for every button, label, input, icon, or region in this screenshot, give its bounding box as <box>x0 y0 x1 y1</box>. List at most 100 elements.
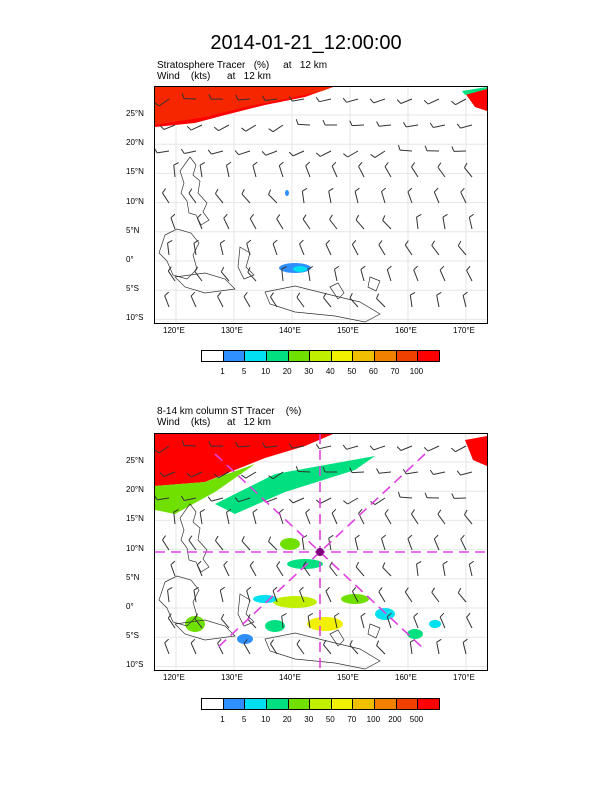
wind-barb <box>164 291 170 308</box>
colorbar-swatch <box>266 699 289 709</box>
wind-barb <box>450 98 467 106</box>
colorbar-swatch <box>375 351 397 361</box>
wind-barb <box>155 445 170 454</box>
colorbar-swatch <box>418 699 440 709</box>
colorbar-label: 50 <box>325 715 335 724</box>
wind-barb <box>376 121 392 127</box>
wind-barb <box>404 587 413 603</box>
wind-barb <box>223 213 230 230</box>
lat-tick-label: 20°N <box>126 485 144 495</box>
wind-barb <box>457 587 467 603</box>
wind-barb <box>272 586 278 603</box>
wind-barb <box>329 561 338 577</box>
wind-barb <box>288 443 305 449</box>
wind-barb <box>396 445 413 451</box>
colorbar-swatch <box>353 699 376 709</box>
wind-barb <box>466 612 473 629</box>
lat-tick-label: 5°N <box>126 572 140 582</box>
wind-barb <box>323 639 332 655</box>
wind-barb <box>360 612 366 629</box>
wind-barb <box>315 497 332 504</box>
wind-barb <box>246 239 252 256</box>
wind-barb <box>281 613 287 629</box>
colorbar-label: 50 <box>347 367 357 376</box>
wind-barb <box>355 214 365 230</box>
wind-barb <box>194 266 203 282</box>
lat-tick-label: 5°N <box>126 225 140 235</box>
tracer-field-blob <box>429 620 441 628</box>
wind-barb <box>181 440 197 447</box>
wind-barb <box>442 560 448 577</box>
wind-barb <box>382 562 392 577</box>
lat-tick-label: 0° <box>126 255 134 264</box>
wind-barb <box>460 534 467 551</box>
wind-barb <box>376 640 386 655</box>
colorbar-label: 200 <box>388 715 402 724</box>
wind-barb <box>193 239 199 256</box>
wind-barb <box>404 240 413 256</box>
panel2-subtitle-line2: Wind (kts) at 12 km <box>157 417 271 428</box>
wind-barb <box>411 509 419 525</box>
wind-barb <box>381 187 387 204</box>
wind-barb <box>241 124 257 132</box>
coastline <box>158 228 200 280</box>
wind-barb <box>208 94 224 100</box>
colorbar-label: 40 <box>325 367 335 376</box>
wind-barb <box>456 123 473 129</box>
lon-tick-label: 140°E <box>279 326 301 335</box>
wind-barb <box>468 560 475 577</box>
wind-barb <box>159 124 176 130</box>
wind-barb <box>457 240 467 256</box>
wind-barb <box>351 586 359 603</box>
colorbar-swatch <box>396 351 419 361</box>
colorbar-label: 30 <box>304 367 314 376</box>
wind-barb <box>431 240 440 256</box>
wind-barb <box>296 292 305 308</box>
wind-barb <box>342 97 359 103</box>
wind-barb <box>402 121 419 128</box>
colorbar-swatch <box>223 699 246 709</box>
wind-barb <box>351 239 359 256</box>
wind-barb <box>416 561 422 577</box>
wind-barb <box>460 187 467 204</box>
colorbar-swatch <box>331 351 354 361</box>
wind-barb <box>243 292 251 308</box>
colorbar-swatch <box>245 351 267 361</box>
wind-barb <box>325 239 332 256</box>
colorbar-swatch <box>223 351 246 361</box>
wind-barb <box>173 162 179 178</box>
wind-barb <box>397 491 413 499</box>
wind-barb <box>235 94 251 101</box>
wind-barb <box>464 162 473 178</box>
panel2-colorbar <box>201 698 440 710</box>
wind-barb <box>360 265 366 282</box>
wind-barb <box>358 161 365 178</box>
wind-barb <box>462 291 468 308</box>
wind-barb <box>423 445 440 452</box>
wind-barb <box>437 509 446 525</box>
coastline <box>174 272 236 294</box>
coastline <box>329 629 345 647</box>
wind-barb <box>355 561 365 577</box>
colorbar-label: 10 <box>261 367 271 376</box>
lat-tick-label: 15°N <box>126 514 144 524</box>
wind-barb <box>301 535 308 551</box>
wind-barb <box>315 96 332 103</box>
wind-barb <box>433 534 440 551</box>
wind-barb <box>378 587 386 603</box>
wind-barb <box>296 639 305 655</box>
tracer-field-east <box>465 89 487 111</box>
wind-barb <box>155 147 170 154</box>
wind-barb <box>268 536 278 551</box>
wind-barb <box>241 471 257 479</box>
wind-barb <box>301 188 308 204</box>
wind-barb <box>199 161 206 178</box>
panel1-subtitle-line1: Stratosphere Tracer (%) at 12 km <box>157 60 328 71</box>
wind-barb <box>305 508 311 525</box>
colorbar-label: 1 <box>220 367 225 376</box>
wind-barb <box>413 265 419 282</box>
wind-barb <box>376 468 392 474</box>
lat-tick-label: 5°S <box>126 284 139 294</box>
coastline <box>237 593 255 627</box>
wind-barb <box>343 497 359 505</box>
